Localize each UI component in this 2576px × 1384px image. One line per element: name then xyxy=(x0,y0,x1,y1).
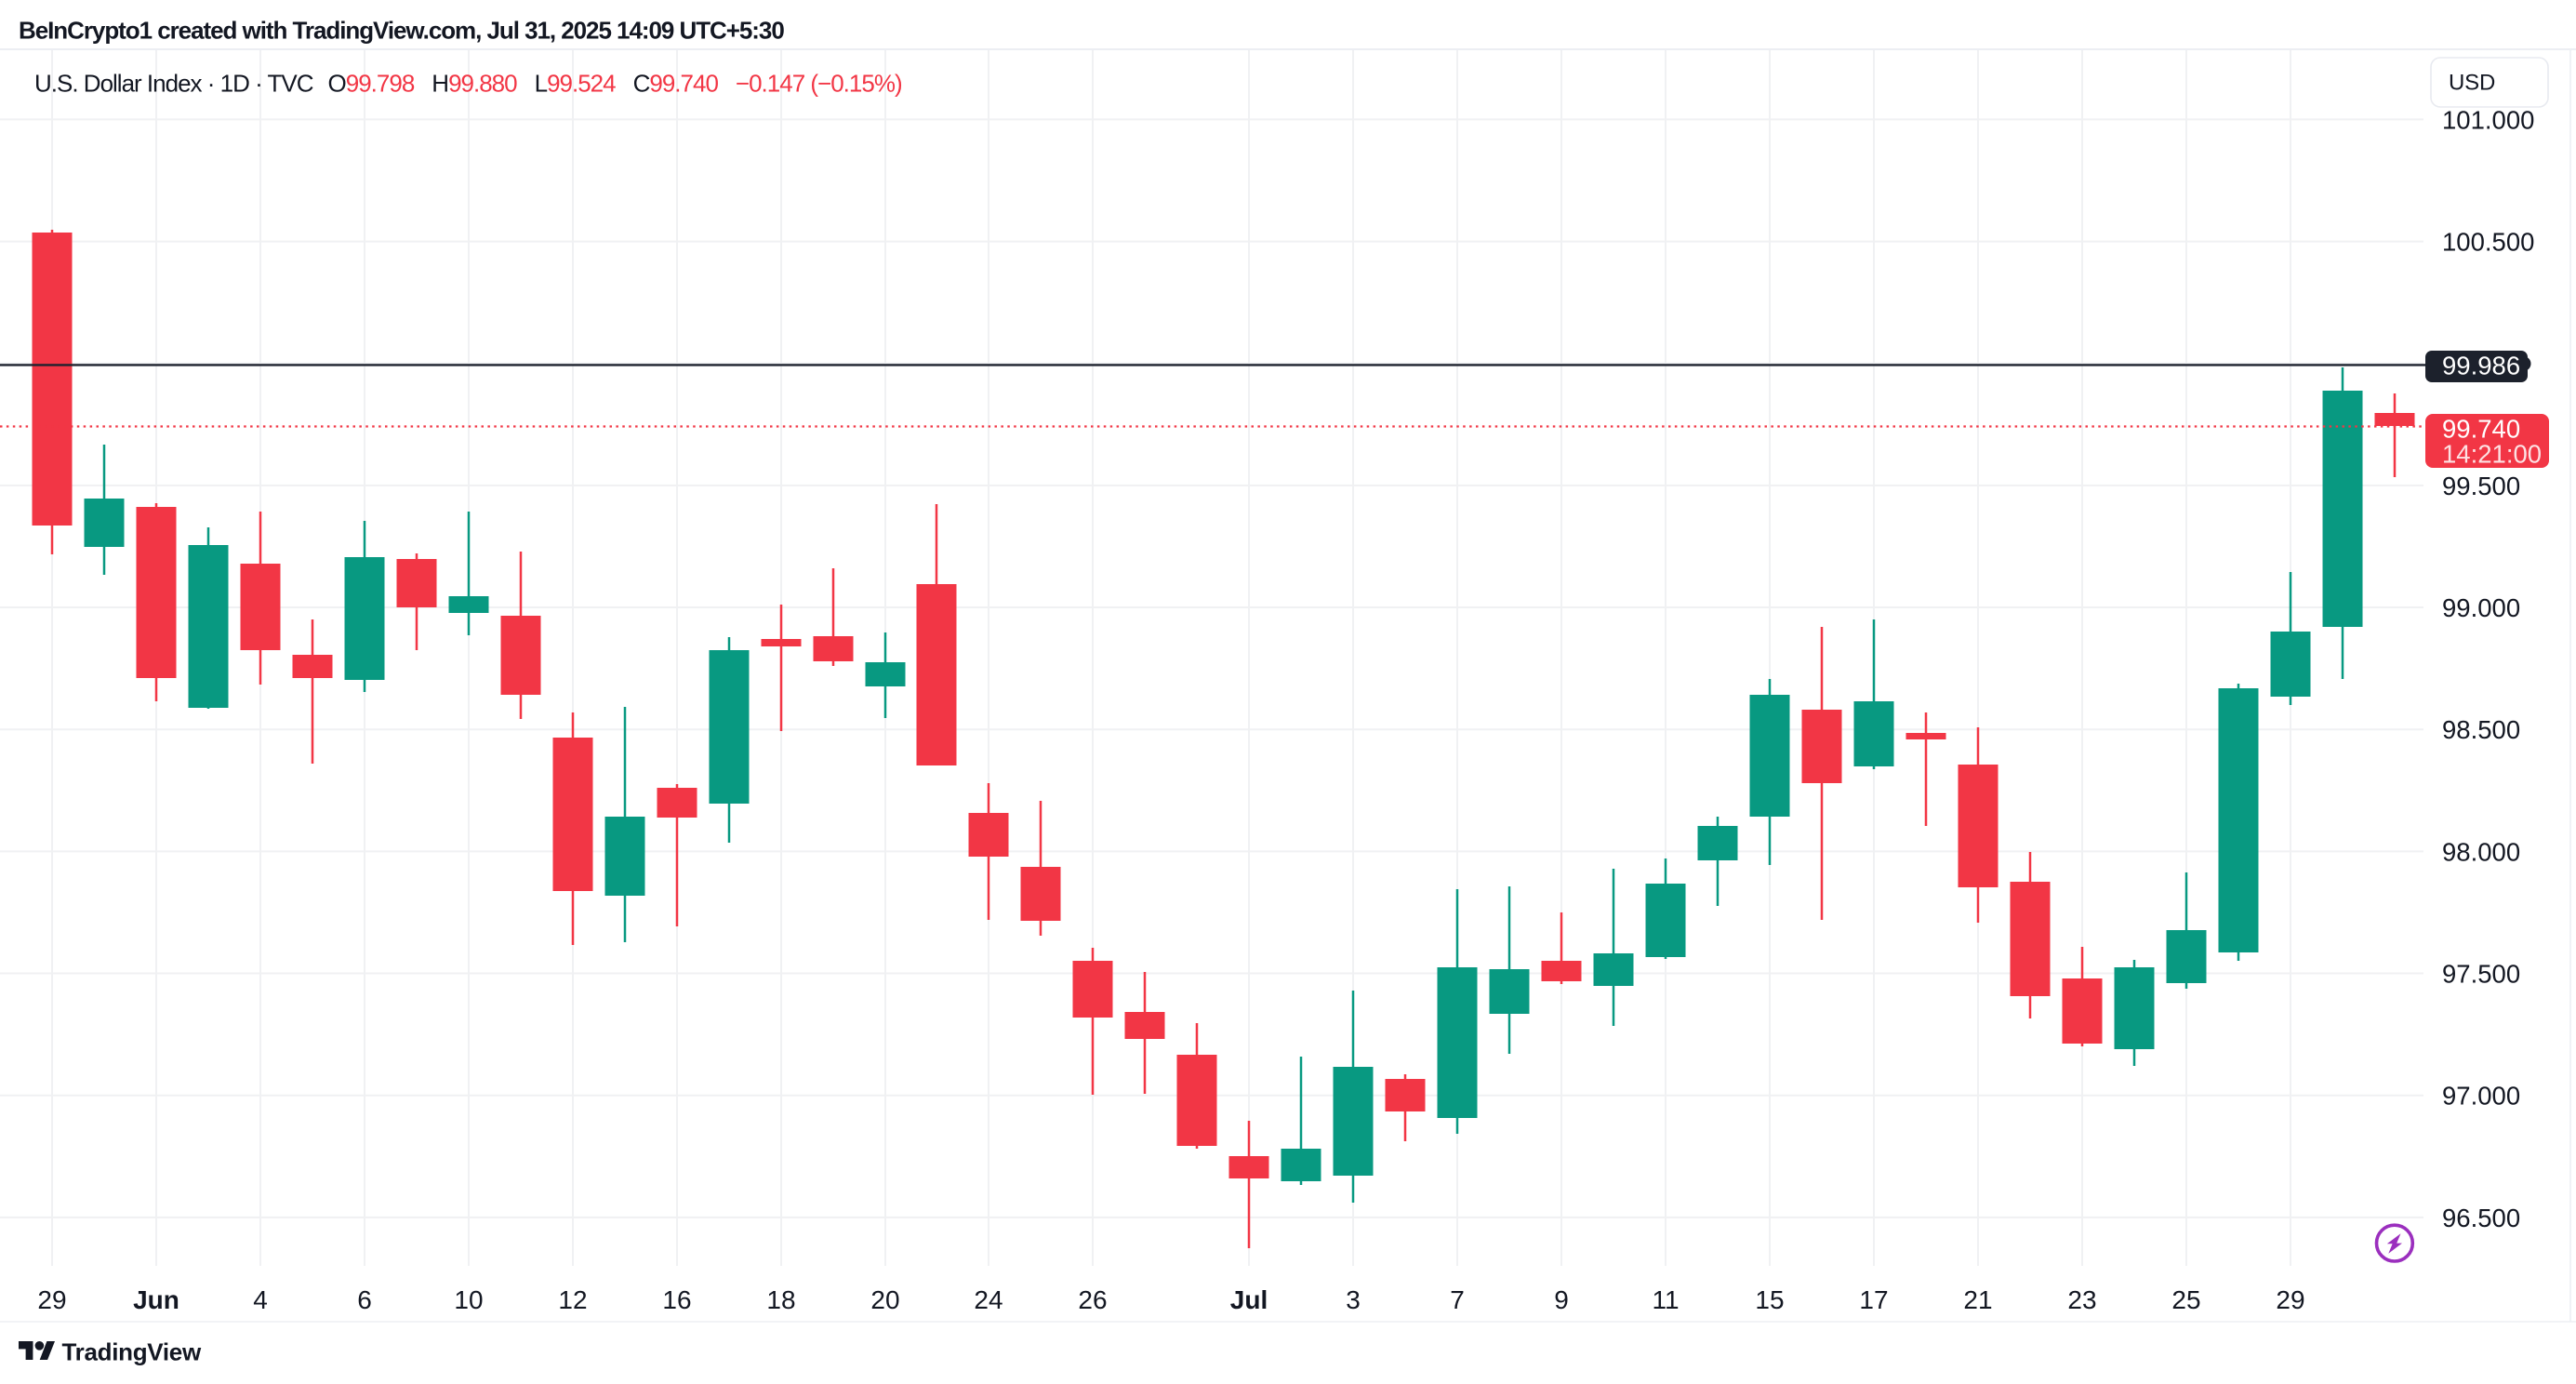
svg-text:98.000: 98.000 xyxy=(2442,837,2520,866)
svg-text:25: 25 xyxy=(2171,1285,2200,1314)
svg-text:97.000: 97.000 xyxy=(2442,1082,2520,1111)
svg-text:98.500: 98.500 xyxy=(2442,715,2520,744)
svg-text:29: 29 xyxy=(2276,1285,2304,1314)
svg-text:96.500: 96.500 xyxy=(2442,1204,2520,1232)
svg-text:17: 17 xyxy=(1859,1285,1888,1314)
svg-text:99.500: 99.500 xyxy=(2442,472,2520,500)
svg-text:26: 26 xyxy=(1078,1285,1107,1314)
svg-text:7: 7 xyxy=(1450,1285,1465,1314)
svg-text:97.500: 97.500 xyxy=(2442,960,2520,989)
svg-text:USD: USD xyxy=(2449,71,2495,96)
svg-text:12: 12 xyxy=(558,1285,587,1314)
svg-text:16: 16 xyxy=(662,1285,691,1314)
svg-text:24: 24 xyxy=(974,1285,1003,1314)
svg-text:Jul: Jul xyxy=(1230,1285,1268,1314)
svg-text:9: 9 xyxy=(1554,1285,1569,1314)
svg-text:10: 10 xyxy=(454,1285,483,1314)
svg-text:101.000: 101.000 xyxy=(2442,105,2534,134)
svg-text:3: 3 xyxy=(1346,1285,1361,1314)
svg-text:11: 11 xyxy=(1652,1285,1679,1314)
svg-text:BeInCrypto1 created with Tradi: BeInCrypto1 created with TradingView.com… xyxy=(19,17,784,45)
svg-text:21: 21 xyxy=(1963,1285,1992,1314)
svg-text:6: 6 xyxy=(357,1285,372,1314)
svg-text:14:21:00: 14:21:00 xyxy=(2442,440,2542,469)
svg-text:18: 18 xyxy=(766,1285,795,1314)
svg-text:4: 4 xyxy=(253,1285,268,1314)
svg-text:99.000: 99.000 xyxy=(2442,593,2520,622)
svg-text:TradingView: TradingView xyxy=(62,1338,202,1366)
svg-text:Jun: Jun xyxy=(133,1285,179,1314)
svg-text:15: 15 xyxy=(1755,1285,1784,1314)
svg-text:99.740: 99.740 xyxy=(2442,415,2520,444)
svg-text:29: 29 xyxy=(37,1285,66,1314)
svg-text:20: 20 xyxy=(870,1285,899,1314)
svg-text:23: 23 xyxy=(2067,1285,2096,1314)
svg-text:99.986: 99.986 xyxy=(2442,351,2520,379)
svg-text:100.500: 100.500 xyxy=(2442,228,2534,257)
